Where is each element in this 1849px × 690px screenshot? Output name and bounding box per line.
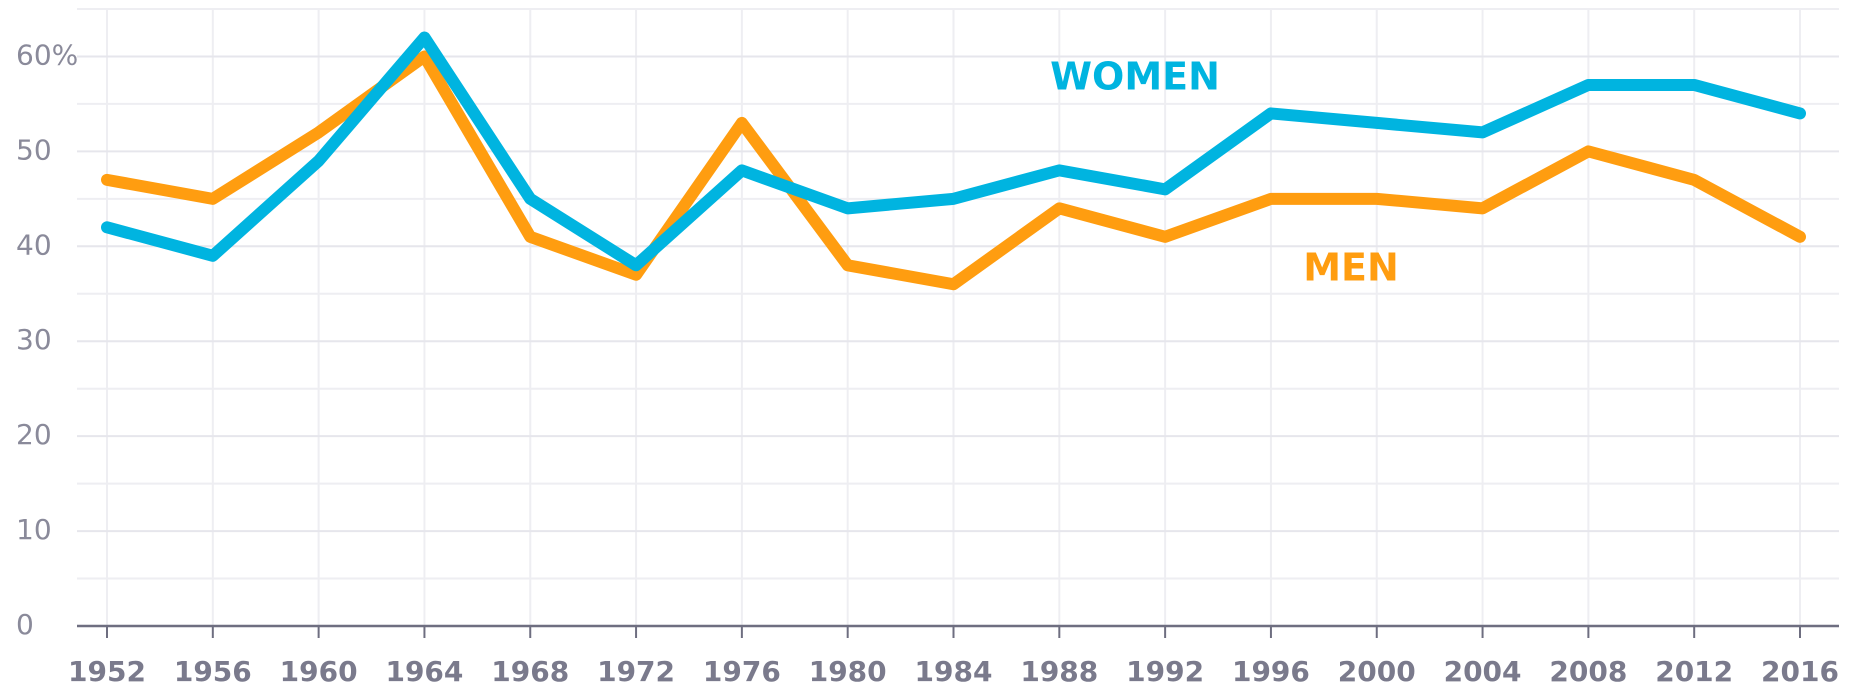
x-tick-label: 1984 <box>915 655 993 688</box>
x-tick-label: 1980 <box>809 655 887 688</box>
y-tick-label: 30 <box>16 323 52 356</box>
x-tick-label: 2000 <box>1338 655 1416 688</box>
y-tick-label: 50 <box>16 133 52 166</box>
y-tick-label: 10 <box>16 513 52 546</box>
x-tick-label: 1964 <box>385 655 463 688</box>
y-tick-label: 20 <box>16 418 52 451</box>
x-tick-label: 1992 <box>1126 655 1204 688</box>
series-label: WOMEN <box>1050 55 1220 99</box>
x-tick-label: 2016 <box>1761 655 1839 688</box>
y-tick-label: 60% <box>16 38 78 71</box>
y-tick-label: 40 <box>16 228 52 261</box>
x-tick-label: 1976 <box>703 655 781 688</box>
x-tick-label: 1996 <box>1232 655 1310 688</box>
x-tick-label: 2008 <box>1549 655 1627 688</box>
series-label: MEN <box>1303 246 1399 290</box>
x-tick-label: 1956 <box>174 655 252 688</box>
x-tick-label: 2004 <box>1444 655 1522 688</box>
x-tick-label: 1988 <box>1020 655 1098 688</box>
x-tick-label: 2012 <box>1655 655 1733 688</box>
y-tick-label: 0 <box>16 608 34 641</box>
line <box>101 31 1806 272</box>
x-tick-label: 1952 <box>68 655 146 688</box>
x-tick-label: 1972 <box>597 655 675 688</box>
x-tick-label: 1960 <box>280 655 358 688</box>
x-tick-label: 1968 <box>491 655 569 688</box>
